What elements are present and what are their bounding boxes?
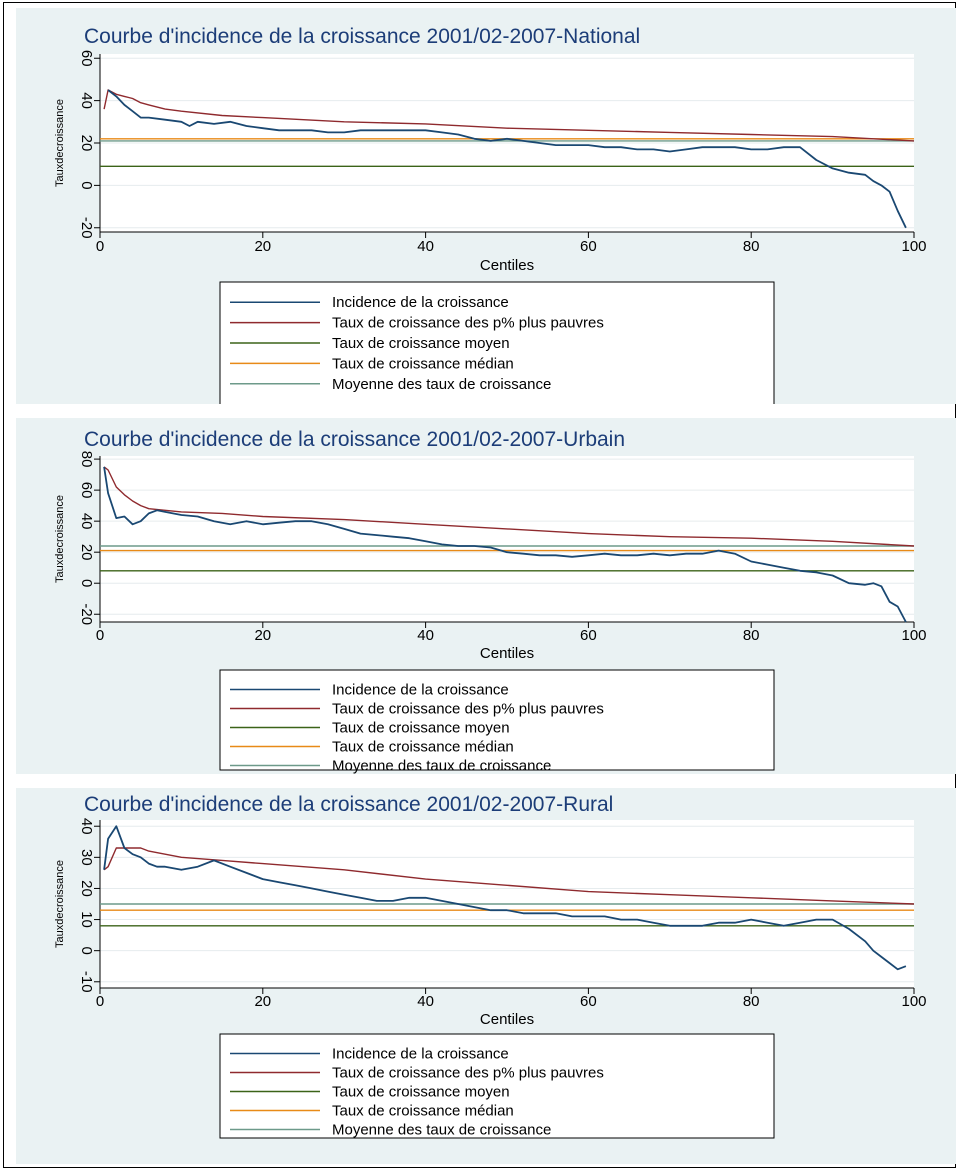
- series-line-poorest: [103, 89, 915, 142]
- y-tick-label: 0: [78, 946, 95, 954]
- x-tick-label: 20: [254, 627, 271, 644]
- y-tick-label: 60: [78, 482, 95, 499]
- y-tick-label: -20: [78, 603, 95, 625]
- y-axis-label: Tauxdecroissance: [54, 99, 66, 187]
- x-axis-label: Centiles: [480, 257, 534, 274]
- x-tick-label: 100: [901, 627, 926, 644]
- legend-label-poorest: Taux de croissance des p% plus pauvres: [332, 701, 604, 718]
- legend-label-median_rate: Taux de croissance médian: [332, 739, 514, 756]
- x-axis-label: Centiles: [480, 1011, 534, 1028]
- chart-title: Courbe d'incidence de la croissance 2001…: [84, 25, 640, 48]
- x-tick-label: 0: [96, 627, 104, 644]
- x-tick-label: 60: [580, 993, 597, 1010]
- chart-title: Courbe d'incidence de la croissance 2001…: [84, 793, 613, 816]
- x-tick-label: 20: [254, 993, 271, 1010]
- series-line-incidence: [107, 89, 907, 229]
- chart-panel-national: Courbe d'incidence de la croissance 2001…: [16, 8, 956, 404]
- y-axis-label: Tauxdecroissance: [54, 495, 66, 583]
- chart-title: Courbe d'incidence de la croissance 2001…: [84, 428, 625, 451]
- y-tick-label: 20: [78, 880, 95, 897]
- legend-label-median_rate: Taux de croissance médian: [332, 1103, 514, 1120]
- y-tick-label: 0: [78, 181, 95, 189]
- x-tick-label: 100: [901, 238, 926, 255]
- x-tick-label: 40: [417, 627, 434, 644]
- legend-label-mean_of_rates: Moyenne des taux de croissance: [332, 758, 551, 775]
- legend-label-mean_of_rates: Moyenne des taux de croissance: [332, 376, 551, 393]
- legend-box: [219, 669, 775, 771]
- x-tick-label: 0: [96, 993, 104, 1010]
- y-tick-label: 20: [78, 135, 95, 152]
- legend-label-poorest: Taux de croissance des p% plus pauvres: [332, 1065, 604, 1082]
- y-axis-label: Tauxdecroissance: [54, 860, 66, 948]
- legend-label-mean_of_rates: Moyenne des taux de croissance: [332, 1122, 551, 1139]
- legend-label-mean_rate: Taux de croissance moyen: [332, 335, 510, 352]
- chart-panel-urbain: Courbe d'incidence de la croissance 2001…: [16, 418, 956, 774]
- legend-label-poorest: Taux de croissance des p% plus pauvres: [332, 315, 604, 332]
- series-line-poorest: [103, 466, 915, 547]
- y-tick-label: 60: [78, 50, 95, 67]
- legend-label-median_rate: Taux de croissance médian: [332, 355, 514, 372]
- y-tick-label: 10: [78, 911, 95, 928]
- y-tick-label: -20: [78, 217, 95, 239]
- x-tick-label: 0: [96, 238, 104, 255]
- x-tick-label: 60: [580, 627, 597, 644]
- legend-box: [219, 1033, 775, 1139]
- legend-label-mean_rate: Taux de croissance moyen: [332, 1084, 510, 1101]
- legend-label-incidence: Incidence de la croissance: [332, 682, 509, 699]
- x-tick-label: 20: [254, 238, 271, 255]
- y-tick-label: 30: [78, 849, 95, 866]
- y-tick-label: -10: [78, 971, 95, 993]
- legend-label-incidence: Incidence de la croissance: [332, 1046, 509, 1063]
- legend-label-mean_rate: Taux de croissance moyen: [332, 720, 510, 737]
- chart-svg-national: Courbe d'incidence de la croissance 2001…: [54, 25, 927, 404]
- x-tick-label: 40: [417, 993, 434, 1010]
- series-line-incidence: [103, 825, 907, 971]
- chart-svg-urbain: Courbe d'incidence de la croissance 2001…: [54, 428, 927, 775]
- x-tick-label: 60: [580, 238, 597, 255]
- x-tick-label: 80: [743, 627, 760, 644]
- x-tick-label: 40: [417, 238, 434, 255]
- legend-label-incidence: Incidence de la croissance: [332, 294, 509, 311]
- y-tick-label: 40: [78, 92, 95, 109]
- y-tick-label: 40: [78, 818, 95, 835]
- x-tick-label: 100: [901, 993, 926, 1010]
- x-axis-label: Centiles: [480, 645, 534, 662]
- x-tick-label: 80: [743, 993, 760, 1010]
- chart-svg-rural: Courbe d'incidence de la croissance 2001…: [54, 793, 927, 1139]
- y-tick-label: 0: [78, 579, 95, 587]
- y-tick-label: 40: [78, 513, 95, 530]
- chart-panel-rural: Courbe d'incidence de la croissance 2001…: [16, 788, 956, 1164]
- series-line-incidence: [103, 466, 907, 623]
- plot-area: [100, 456, 914, 622]
- y-tick-label: 80: [78, 451, 95, 468]
- y-tick-label: 20: [78, 544, 95, 561]
- x-tick-label: 80: [743, 238, 760, 255]
